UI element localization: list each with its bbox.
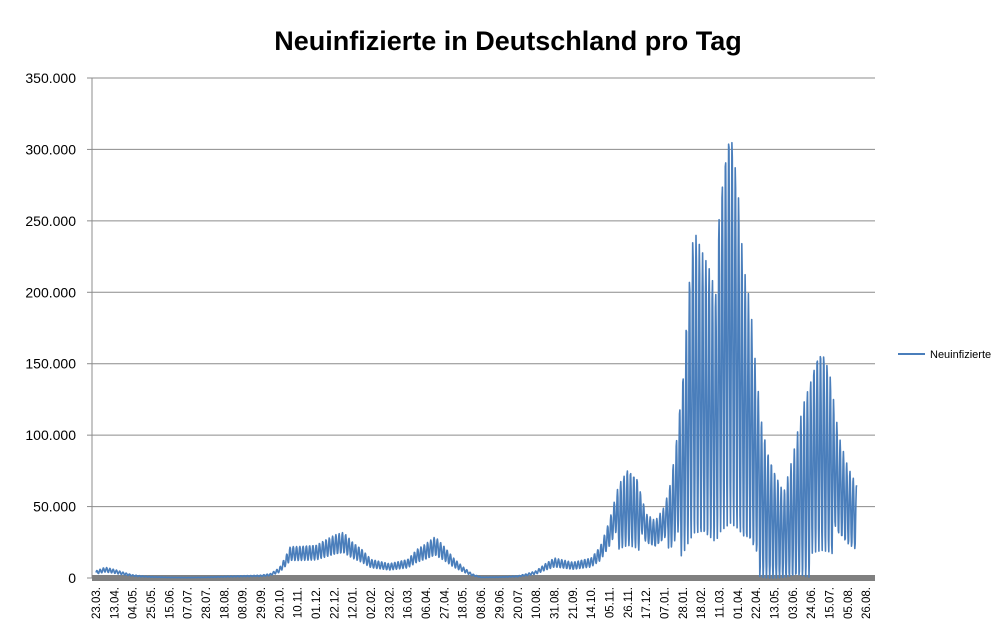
x-tick-label: 28.07. <box>201 587 213 619</box>
x-tick-label: 22.04. <box>751 587 763 619</box>
x-tick-label: 03.06. <box>788 587 800 619</box>
x-tick-label: 16.03. <box>403 587 415 619</box>
x-tick-label: 06.04. <box>421 587 433 619</box>
x-tick-label: 21.09. <box>568 587 580 619</box>
x-tick-label: 13.04. <box>109 587 121 619</box>
legend: Neuinfizierte <box>898 349 991 361</box>
x-tick-label: 29.09. <box>256 587 268 619</box>
legend-label: Neuinfizierte <box>930 349 991 361</box>
x-tick-label: 01.04. <box>733 587 745 619</box>
gridlines <box>92 77 875 508</box>
x-tick-label: 12.01. <box>348 587 360 619</box>
y-tick-label: 100.000 <box>25 427 76 443</box>
x-tick-label: 31.08. <box>549 587 561 619</box>
x-tick-label: 11.03. <box>714 587 726 618</box>
x-axis: 23.03. 13.04. 04.05. 25.05. 15.06. 07.07. 28.0… <box>91 575 875 619</box>
x-tick-label: 20.07. <box>513 587 525 619</box>
x-tick-label: 29.06. <box>494 587 506 619</box>
x-tick-label: 07.07. <box>183 587 195 619</box>
x-tick-label: 18.05. <box>458 587 470 619</box>
x-tick-label: 01.12. <box>311 587 323 619</box>
x-tick-label: 02.02. <box>366 587 378 619</box>
y-tick-label: 200.000 <box>25 284 76 300</box>
y-tick-label: 0 <box>68 570 76 586</box>
x-tick-label: 26.08. <box>861 587 873 619</box>
y-tick-label: 50.000 <box>33 499 76 515</box>
x-axis-band <box>92 575 875 581</box>
y-tick-label: 350.000 <box>25 70 76 86</box>
x-tick-label: 20.10. <box>274 587 286 619</box>
x-tick-label: 08.06. <box>476 587 488 619</box>
x-tick-label: 23.02. <box>384 587 396 619</box>
x-tick-label: 10.08. <box>531 587 543 619</box>
x-tick-label: 23.03. <box>91 587 103 619</box>
x-tick-label: 26.11. <box>623 587 635 618</box>
x-tick-label: 24.06. <box>806 587 818 619</box>
x-tick-label: 05.11. <box>604 587 616 618</box>
x-tick-label: 13.05. <box>769 587 781 619</box>
x-tick-label: 05.08. <box>843 587 855 619</box>
x-tick-label: 28.01. <box>678 587 690 619</box>
y-tick-label: 150.000 <box>25 356 76 372</box>
x-tick-label: 18.02. <box>696 587 708 619</box>
plot-area <box>95 141 858 579</box>
x-tick-label: 18.08. <box>219 587 231 619</box>
series-line-0 <box>95 141 858 579</box>
y-tick-label: 250.000 <box>25 213 76 229</box>
x-tick-label: 17.12. <box>641 587 653 619</box>
x-tick-label: 07.01. <box>659 587 671 619</box>
y-axis: 0 50.000 100.000 150.000 200.000 250.000 300.0… <box>25 70 93 586</box>
y-tick-label: 300.000 <box>25 141 76 157</box>
x-tick-label: 25.05. <box>146 587 158 619</box>
chart-title: Neuinfizierte in Deutschland pro Tag <box>274 26 742 56</box>
x-tick-label: 08.09. <box>238 587 250 619</box>
x-tick-label: 10.11. <box>293 587 305 618</box>
x-tick-label: 22.12. <box>329 587 341 619</box>
x-tick-label: 15.06. <box>164 587 176 619</box>
x-tick-label: 04.05. <box>128 587 140 619</box>
x-tick-label: 14.10. <box>586 587 598 619</box>
x-tick-label: 27.04. <box>439 587 451 619</box>
x-tick-label: 15.07. <box>824 587 836 619</box>
